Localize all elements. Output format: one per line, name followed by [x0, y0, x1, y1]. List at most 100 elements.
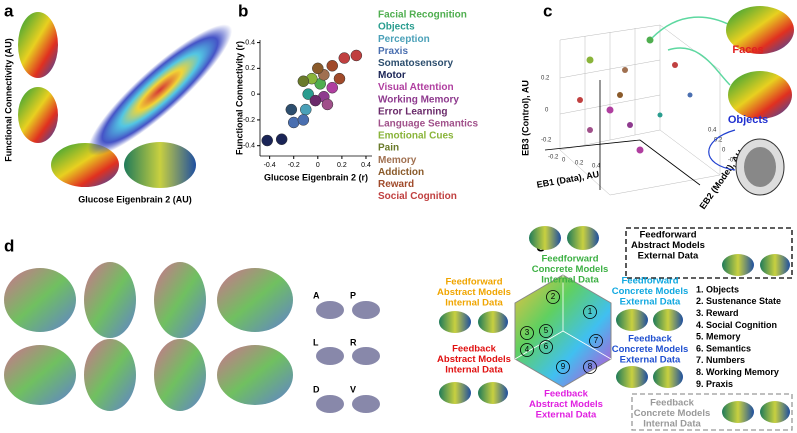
y-tick-label: 0.2: [245, 65, 255, 72]
legend-entry: Facial Recognition: [378, 10, 467, 21]
axis-label: EB3 (Control), AU: [520, 80, 530, 156]
label-faces: Faces: [732, 44, 763, 56]
panel-c: c EB3 (Control), AU EB1 (Data), AU EB2 (…: [520, 1, 794, 211]
hex-marker: [539, 324, 553, 338]
point: [287, 116, 300, 129]
legend-entry: Emotional Cues: [378, 131, 454, 142]
model-label: Feedback: [544, 389, 589, 400]
model-label: Concrete Models: [612, 286, 689, 297]
point: [350, 49, 363, 62]
x-tick-label: 0: [316, 162, 320, 169]
hex-lines: [514, 275, 612, 360]
point: [302, 88, 314, 100]
model-label: Internal Data: [445, 298, 503, 309]
dashed-box: [625, 227, 793, 279]
point: [297, 75, 310, 87]
x-tick-label: 0.4: [361, 162, 371, 169]
tick-label: 0.2: [541, 76, 550, 82]
tick-label: 0.2: [575, 161, 584, 167]
tick-label: -0.2: [548, 155, 559, 161]
point: [285, 103, 298, 116]
legend-entry: Reward: [378, 179, 414, 190]
point: [261, 134, 273, 147]
brain-slice: [744, 147, 776, 187]
brain: [726, 6, 794, 54]
model-label: Feedforward: [541, 254, 598, 265]
brain: [4, 345, 76, 405]
model-label: Concrete Models: [612, 344, 689, 355]
panel-d: d A P L R D V: [4, 236, 380, 413]
y-tick-label: -0.4: [243, 143, 255, 150]
panel-letter: c: [543, 1, 552, 20]
brain: [84, 262, 136, 338]
hex-marker: [556, 360, 570, 374]
x-tick-label: -0.4: [264, 162, 276, 169]
legend-entry: Perception: [378, 34, 430, 45]
brain: [84, 339, 136, 411]
brain: [4, 268, 76, 332]
panel-a: a Functional Connectivity (AU) Glucose E…: [3, 1, 233, 204]
brain: [217, 268, 293, 332]
model-label: Feedforward: [639, 230, 696, 241]
points-3d: [577, 36, 693, 154]
axes: [544, 80, 701, 190]
model-label: Concrete Models: [634, 408, 711, 419]
legend-entry: Motor: [378, 70, 406, 81]
tick-label: 0.2: [714, 138, 723, 144]
list-item: 3. Reward: [696, 308, 739, 318]
model-label: Abstract Models: [437, 354, 511, 365]
panel-letter: a: [4, 1, 14, 20]
model-label: Feedforward: [445, 277, 502, 288]
brain: [124, 142, 196, 188]
arrow: [708, 129, 736, 171]
axis-label: Functional Connectivity (r): [234, 41, 244, 155]
panel-letter: b: [238, 1, 248, 20]
legend-entry: Social Cognition: [378, 191, 457, 202]
small-brains: [316, 301, 380, 413]
panel-letter: d: [4, 236, 14, 255]
model-label: External Data: [638, 251, 699, 262]
view-label: L: [313, 337, 319, 347]
brain: [154, 262, 206, 338]
point: [321, 98, 334, 111]
list-item: 8. Working Memory: [696, 367, 779, 377]
model-label: Abstract Models: [437, 287, 511, 298]
legend-entry: Error Learning: [378, 106, 447, 117]
label-objects: Objects: [728, 114, 768, 126]
point: [300, 103, 312, 116]
legend-entry: Visual Attention: [378, 82, 454, 93]
list-item: 4. Social Cognition: [696, 320, 777, 330]
axis-label: Glucose Eigenbrain 2 (r): [264, 172, 368, 182]
point: [275, 133, 288, 145]
axis-label: EB1 (Data), AU: [536, 169, 600, 190]
legend-entry: Language Semantics: [378, 119, 478, 130]
hex-number: 4: [525, 345, 530, 354]
axis-label: Functional Connectivity (AU): [3, 38, 13, 162]
hex-marker: [546, 290, 560, 304]
scatter-chart: -0.4 -0.2 0 0.2 0.4 -0.4 -0.2 0 0.2 0.4 Glucose Ei…: [234, 10, 478, 203]
hex-marker: [583, 360, 597, 374]
view-label: V: [350, 384, 356, 394]
point: [333, 72, 346, 85]
hex-number: 9: [561, 362, 566, 371]
model-label: Internal Data: [445, 365, 503, 376]
point: [326, 81, 339, 94]
legend-entry: Memory: [378, 155, 417, 166]
list-item: 6. Semantics: [696, 343, 751, 353]
model-label: External Data: [620, 297, 681, 308]
point: [297, 114, 310, 126]
x-tick-label: -0.2: [288, 162, 300, 169]
brain: [154, 339, 206, 411]
arrow: [667, 47, 731, 86]
hex-number: 2: [551, 292, 556, 301]
model-label: Feedback: [628, 334, 673, 345]
brain: [217, 345, 293, 405]
tick-label: 0: [545, 108, 549, 114]
list-item: 5. Memory: [696, 332, 741, 342]
tick-label: 0: [562, 158, 566, 164]
brain: [18, 12, 58, 78]
hex-marker: [589, 334, 603, 348]
